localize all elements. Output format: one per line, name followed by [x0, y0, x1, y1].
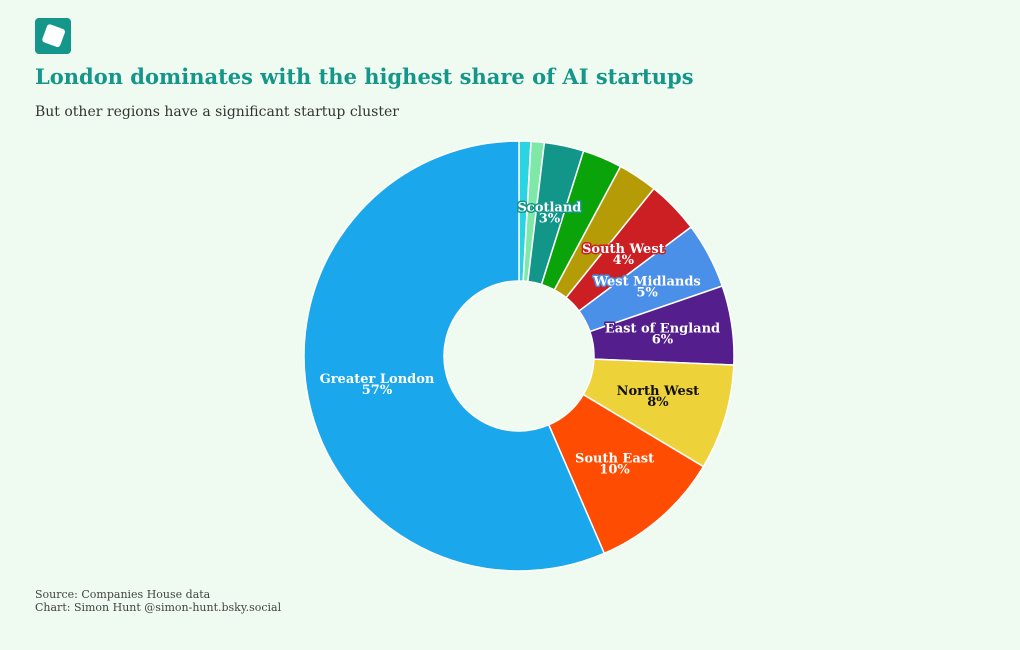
slice-value-label: 8% — [647, 395, 669, 410]
chart-subtitle: But other regions have a significant sta… — [35, 104, 399, 120]
slice-value-label: 3% — [539, 212, 561, 227]
slice-label: Scotland — [518, 201, 582, 216]
slice-value-label: 10% — [599, 463, 630, 478]
slice-label: West Midlands — [592, 275, 700, 290]
donut-slice — [303, 140, 606, 572]
slice-value-label: 4% — [613, 253, 635, 268]
slice-value-label: 6% — [652, 333, 674, 348]
slice-label: South East — [575, 452, 654, 467]
slice-label: East of England — [605, 322, 720, 337]
slice-label: North West — [617, 384, 700, 399]
slice-label: South West — [582, 242, 665, 257]
source: Source: Companies House data — [35, 588, 211, 601]
slice-label: Greater London — [320, 372, 435, 387]
credit: Chart: Simon Hunt @simon-hunt.bsky.socia… — [35, 601, 282, 614]
slice-value-label: 57% — [362, 383, 393, 398]
slice-value-label: 5% — [636, 286, 658, 301]
chart-title: London dominates with the highest share … — [35, 64, 694, 89]
logo — [35, 18, 71, 54]
